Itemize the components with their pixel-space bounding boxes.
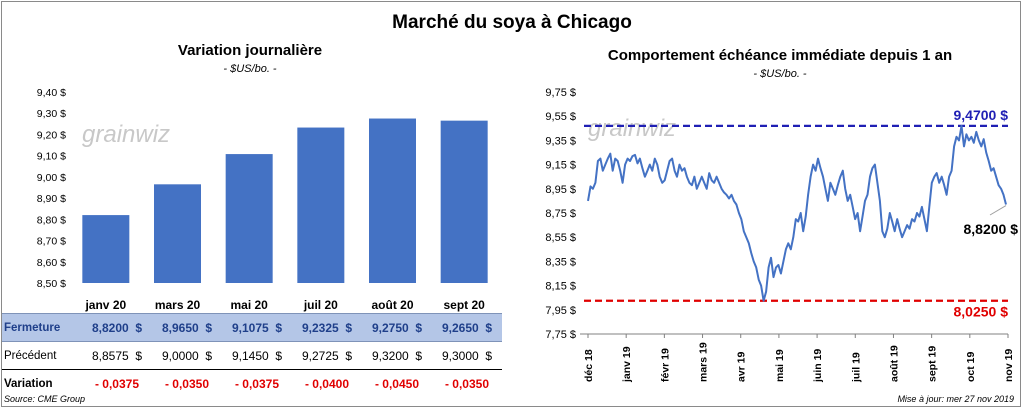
x-tick-label: févr 19 — [659, 348, 671, 382]
table-cell: 9,0000 $ — [152, 341, 222, 370]
table-cell: 9,3000 $ — [432, 341, 502, 370]
price-series-line — [587, 124, 1007, 302]
bar-chart-unit: - $US/bo. - — [223, 63, 277, 75]
y-tick-label: 8,90 $ — [37, 193, 66, 205]
x-tick-label: déc 18 — [583, 349, 595, 382]
x-category-label: mai 20 — [230, 298, 268, 312]
line-chart-title: Comportement échéance immédiate depuis 1… — [607, 47, 953, 64]
table-row-fermeture: Fermeture 8,8200 $8,9650 $9,1075 $9,2325 … — [2, 313, 502, 342]
bar — [440, 120, 488, 284]
table-cell: 9,2650 $ — [432, 313, 502, 342]
x-category-label: mars 20 — [155, 298, 201, 312]
y-tick-label: 8,75 $ — [545, 208, 576, 220]
row-label: Précédent — [2, 341, 82, 370]
x-tick-label: nov 19 — [1003, 349, 1015, 382]
y-tick-label: 8,35 $ — [545, 256, 576, 268]
table-cell: 9,2725 $ — [292, 341, 362, 370]
max-value-label: 9,4700 $ — [954, 107, 1009, 123]
bar — [82, 215, 130, 283]
table-row-precedent: Précédent 8,8575 $9,0000 $9,1450 $9,2725 … — [2, 341, 502, 370]
x-category-label: sept 20 — [443, 298, 485, 312]
x-tick-label: mai 19 — [774, 349, 786, 382]
table-row-variation: Variation - 0,0375 - 0,0350 - 0,0375 - 0,040… — [2, 370, 502, 398]
y-tick-label: 9,30 $ — [37, 108, 66, 120]
row-label: Variation — [4, 377, 53, 390]
x-tick-label: avr 19 — [736, 351, 748, 382]
x-tick-label: oct 19 — [965, 351, 977, 382]
last-value-leader — [989, 205, 1007, 216]
table-cell: - 0,0350 — [444, 376, 490, 391]
table-cell: - 0,0350 — [164, 376, 210, 391]
x-category-label: août 20 — [371, 298, 413, 312]
last-value-label: 8,8200 $ — [964, 221, 1019, 237]
x-tick-label: juil 19 — [850, 352, 862, 383]
row-label: Fermeture — [2, 313, 82, 342]
x-tick-label: août 19 — [888, 345, 900, 382]
x-tick-label: juin 19 — [812, 349, 824, 383]
y-tick-label: 8,15 $ — [545, 281, 576, 293]
y-tick-label: 9,20 $ — [37, 129, 66, 141]
y-tick-label: 9,10 $ — [37, 151, 66, 163]
table-cell: - 0,0450 — [374, 376, 420, 391]
y-tick-label: 9,55 $ — [545, 111, 576, 123]
y-tick-label: 7,75 $ — [545, 329, 576, 341]
table-cell: - 0,0375 — [94, 376, 140, 391]
table-cell: 9,2325 $ — [292, 313, 362, 342]
price-table: Fermeture 8,8200 $8,9650 $9,1075 $9,2325 … — [2, 313, 502, 397]
y-tick-label: 8,95 $ — [545, 184, 576, 196]
table-cell: - 0,0375 — [234, 376, 280, 391]
y-tick-label: 8,55 $ — [545, 232, 576, 244]
update-date: Mise à jour: mer 27 nov 2019 — [897, 394, 1014, 404]
table-cell: 9,3200 $ — [362, 341, 432, 370]
y-tick-label: 8,70 $ — [37, 236, 66, 248]
table-cell: - 0,0400 — [304, 376, 350, 391]
y-tick-label: 9,40 $ — [37, 87, 66, 99]
y-tick-label: 8,50 $ — [37, 278, 66, 290]
watermark-logo: grainwiz — [588, 115, 676, 142]
y-tick-label: 9,35 $ — [545, 135, 576, 147]
y-tick-label: 8,80 $ — [37, 214, 66, 226]
bar — [369, 118, 416, 284]
x-tick-label: mars 19 — [698, 342, 710, 382]
x-tick-label: sept 19 — [927, 346, 939, 382]
watermark-text: grainwiz — [588, 115, 676, 142]
y-tick-label: 7,95 $ — [545, 305, 576, 317]
bar — [225, 154, 273, 283]
table-cell: 9,1075 $ — [222, 313, 292, 342]
watermark-logo: grainwiz — [82, 121, 170, 148]
table-cell: 8,9650 $ — [152, 313, 222, 342]
min-value-label: 8,0250 $ — [954, 304, 1009, 320]
table-cell: 9,2750 $ — [362, 313, 432, 342]
x-category-label: juil 20 — [303, 298, 338, 312]
x-tick-label: janv 19 — [621, 346, 633, 383]
x-category-label: janv 20 — [84, 298, 126, 312]
watermark-text: grainwiz — [82, 121, 170, 148]
line-chart-unit: - $US/bo. - — [753, 68, 807, 80]
table-cell: 9,1450 $ — [222, 341, 292, 370]
y-tick-label: 9,15 $ — [545, 160, 576, 172]
table-cell: 8,8200 $ — [82, 313, 152, 342]
bar — [297, 127, 345, 283]
y-tick-label: 8,60 $ — [37, 257, 66, 269]
y-tick-label: 9,75 $ — [545, 87, 576, 99]
table-cell: 8,8575 $ — [82, 341, 152, 370]
bar — [154, 184, 201, 283]
main-title: Marché du soya à Chicago — [392, 12, 632, 33]
bar-chart-title: Variation journalière — [177, 42, 323, 59]
y-tick-label: 9,00 $ — [37, 172, 66, 184]
source-note: Source: CME Group — [4, 394, 86, 404]
bar-chart: grainwiz 8,50 $ 8,60 $ 8,70 $ 8,80 $ 8,90 $ 9… — [37, 87, 488, 312]
